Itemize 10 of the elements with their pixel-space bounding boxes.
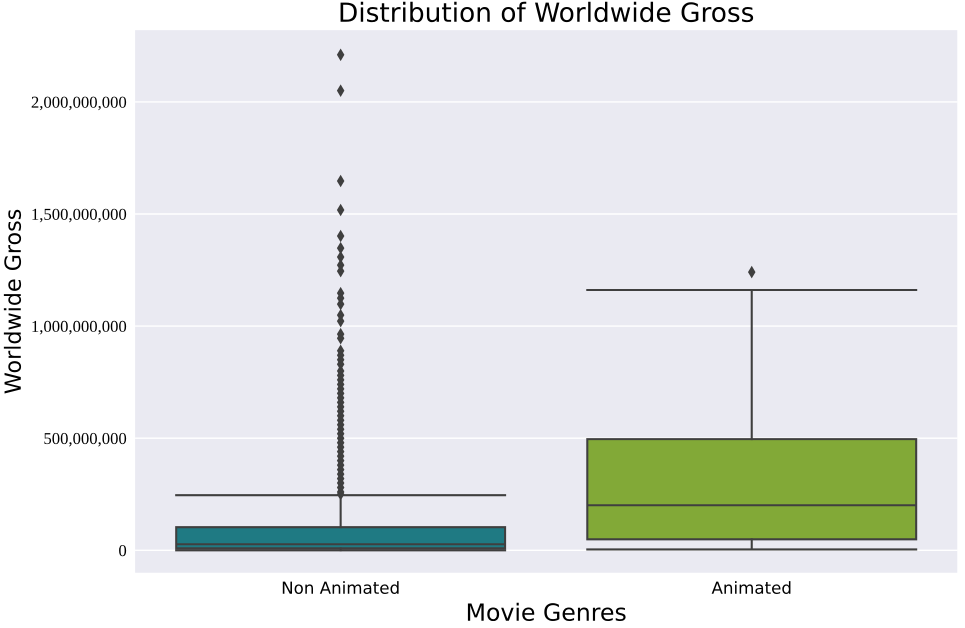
x-tick-label: Non Animated — [282, 581, 399, 594]
y-tick-label: 0 — [119, 545, 126, 556]
x-tick-label: Animated — [712, 581, 790, 594]
x-axis-title: Movie Genres — [468, 602, 626, 622]
chart-title: Distribution of Worldwide Gross — [340, 2, 754, 22]
y-tick-label: 2,000,000,000 — [32, 96, 126, 110]
y-axis-title: Worldwide Gross — [4, 210, 22, 394]
y-tick-label: 1,000,000,000 — [32, 320, 126, 334]
y-tick-label: 500,000,000 — [44, 432, 126, 447]
y-tick-label: 1,500,000,000 — [32, 208, 126, 222]
